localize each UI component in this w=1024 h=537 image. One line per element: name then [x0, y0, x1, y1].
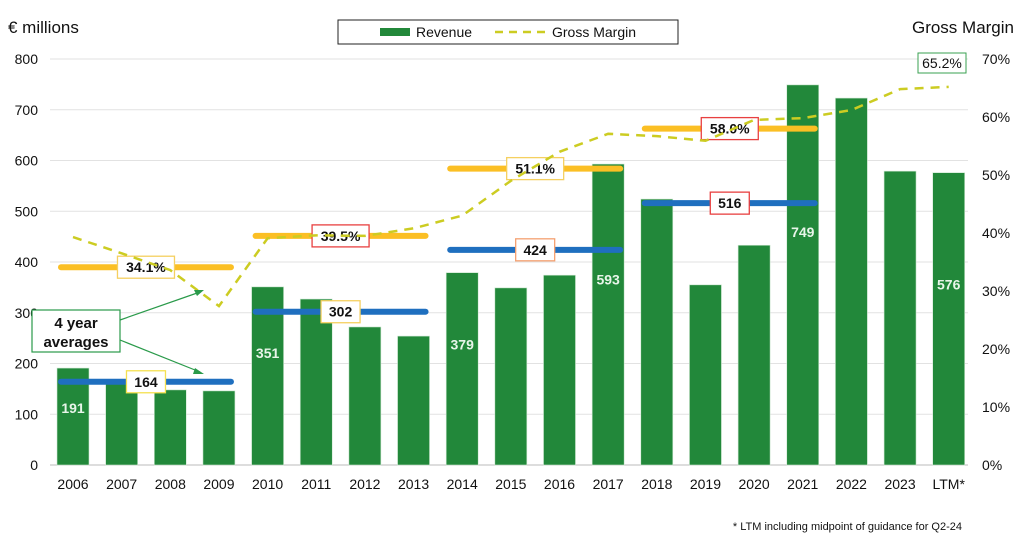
revenue-average-label: 424: [523, 242, 547, 258]
y2-tick-label: 10%: [982, 399, 1010, 415]
bar-2020: [737, 244, 771, 466]
left-axis-title: € millions: [8, 18, 79, 37]
y-tick-label: 700: [15, 102, 39, 118]
x-tick-label: 2009: [203, 476, 234, 492]
bar-2012: [348, 326, 382, 466]
y2-tick-label: 40%: [982, 225, 1010, 241]
revenue-average-label: 164: [134, 374, 158, 390]
y2-tick-label: 0%: [982, 457, 1002, 473]
bar-2014: [445, 272, 479, 466]
annotation-arrowhead: [194, 290, 204, 296]
gross-margin-end-label-box: [917, 52, 967, 74]
bar-2007: [105, 383, 138, 466]
x-tick-label: 2011: [301, 476, 331, 492]
x-tick-label: 2022: [836, 476, 867, 492]
x-tick-label: 2006: [57, 476, 88, 492]
revenue-average-label: 302: [329, 304, 353, 320]
gross-margin-end-label: 65.2%: [922, 55, 962, 71]
revenue-average-label-box: [709, 191, 750, 215]
bar-2017: [591, 163, 625, 466]
bar-data-label: 379: [451, 337, 475, 353]
y-tick-label: 600: [15, 153, 39, 169]
x-tick-label: 2010: [252, 476, 283, 492]
revenue-average-label-box: [320, 300, 361, 324]
x-tick-label: 2016: [544, 476, 575, 492]
x-tick-label: 2020: [739, 476, 770, 492]
y-tick-label: 200: [15, 356, 39, 372]
gross-margin-line: [72, 85, 949, 308]
bar-LTM*: [932, 172, 966, 466]
bar-2008: [154, 389, 187, 466]
x-tick-label: 2017: [593, 476, 624, 492]
footnote: * LTM including midpoint of guidance for…: [733, 521, 962, 533]
x-tick-label: 2023: [884, 476, 915, 492]
bar-2022: [835, 97, 868, 466]
bar-2011: [299, 298, 333, 466]
bar-2010: [251, 286, 284, 466]
x-tick-label: 2008: [155, 476, 186, 492]
bar-data-label: 749: [791, 224, 815, 240]
y-tick-label: 0: [30, 457, 38, 473]
bar-2021: [786, 84, 820, 466]
annotation-arrowhead: [193, 368, 204, 374]
x-tick-label: LTM*: [932, 476, 965, 492]
x-tick-label: 2013: [398, 476, 429, 492]
y2-tick-label: 60%: [982, 109, 1010, 125]
annotation-text: averages: [43, 334, 108, 351]
bar-data-label: 351: [256, 345, 280, 361]
revenue-average-label-box: [515, 238, 556, 262]
bar-data-label: 576: [937, 277, 961, 293]
bar-2015: [494, 287, 528, 466]
x-tick-label: 2007: [106, 476, 137, 492]
revenue-average-label-box: [125, 370, 167, 394]
bar-data-label: 593: [596, 271, 620, 287]
legend-margin-label: Gross Margin: [552, 24, 636, 40]
x-tick-label: 2019: [690, 476, 721, 492]
legend-revenue-swatch: [380, 28, 410, 36]
margin-average-label: 34.1%: [126, 259, 166, 275]
y-tick-label: 800: [15, 51, 39, 67]
annotation-arrow: [119, 291, 201, 321]
y-tick-label: 400: [15, 254, 39, 270]
annotation-arrow: [119, 339, 201, 373]
margin-average-label-box: [700, 116, 759, 141]
revenue-average-label: 516: [718, 195, 742, 211]
y-tick-label: 500: [15, 203, 39, 219]
right-axis-title: Gross Margin: [912, 18, 1014, 37]
y2-tick-label: 70%: [982, 51, 1010, 67]
bar-2009: [202, 390, 236, 466]
annotation-box: [31, 309, 121, 353]
x-tick-label: 2021: [787, 476, 818, 492]
x-tick-label: 2018: [641, 476, 672, 492]
x-tick-label: 2015: [495, 476, 526, 492]
margin-average-label-box: [116, 255, 176, 279]
bar-2023: [883, 170, 917, 466]
bar-2016: [543, 274, 576, 466]
bar-2018: [640, 198, 674, 466]
margin-average-label: 58.0%: [710, 121, 750, 137]
bar-data-label: 191: [61, 400, 85, 416]
bar-2019: [689, 284, 722, 466]
x-tick-label: 2014: [447, 476, 478, 492]
x-tick-label: 2012: [349, 476, 380, 492]
annotation-text: 4 year: [54, 315, 98, 332]
y-tick-label: 100: [15, 406, 39, 422]
y2-tick-label: 50%: [982, 167, 1010, 183]
y2-tick-label: 30%: [982, 283, 1010, 299]
bar-2013: [397, 335, 430, 466]
legend-revenue-label: Revenue: [416, 24, 472, 40]
y2-tick-label: 20%: [982, 341, 1010, 357]
